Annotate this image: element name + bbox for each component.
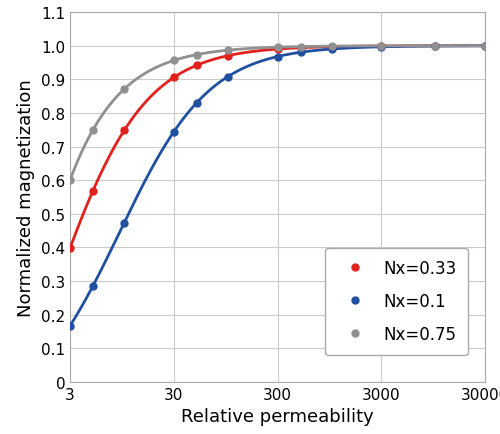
Y-axis label: Normalized magnetization: Normalized magnetization: [18, 79, 36, 316]
Nx=0.33: [432, 44, 438, 49]
Nx=0.33: [90, 188, 96, 194]
Nx=0.33: [274, 47, 280, 53]
Nx=0.1: [482, 44, 488, 49]
Nx=0.75: [90, 128, 96, 133]
Nx=0.33: [378, 44, 384, 49]
Nx=0.1: [194, 101, 200, 106]
Nx=0.75: [482, 44, 488, 49]
Nx=0.75: [121, 87, 127, 92]
Nx=0.1: [121, 220, 127, 226]
X-axis label: Relative permeability: Relative permeability: [181, 407, 374, 425]
Nx=0.33: [194, 63, 200, 69]
Nx=0.75: [298, 45, 304, 50]
Line: Nx=0.1: Nx=0.1: [66, 43, 488, 329]
Nx=0.75: [274, 46, 280, 51]
Nx=0.33: [121, 128, 127, 134]
Nx=0.1: [90, 283, 96, 289]
Nx=0.33: [328, 45, 334, 50]
Nx=0.75: [225, 49, 231, 54]
Nx=0.75: [67, 178, 73, 183]
Nx=0.75: [170, 59, 177, 64]
Nx=0.1: [432, 44, 438, 49]
Nx=0.1: [67, 323, 73, 329]
Nx=0.1: [170, 130, 177, 135]
Line: Nx=0.75: Nx=0.75: [66, 43, 488, 184]
Nx=0.33: [482, 44, 488, 49]
Nx=0.33: [170, 76, 177, 81]
Nx=0.75: [378, 44, 384, 49]
Nx=0.75: [194, 53, 200, 58]
Nx=0.33: [298, 46, 304, 51]
Nx=0.1: [225, 75, 231, 80]
Legend: Nx=0.33, Nx=0.1, Nx=0.75: Nx=0.33, Nx=0.1, Nx=0.75: [325, 248, 468, 355]
Nx=0.1: [378, 45, 384, 50]
Nx=0.1: [274, 55, 280, 60]
Nx=0.1: [298, 50, 304, 56]
Nx=0.1: [328, 47, 334, 53]
Line: Nx=0.33: Nx=0.33: [66, 43, 488, 252]
Nx=0.33: [225, 54, 231, 59]
Nx=0.33: [67, 246, 73, 251]
Nx=0.75: [432, 44, 438, 49]
Nx=0.75: [328, 44, 334, 49]
